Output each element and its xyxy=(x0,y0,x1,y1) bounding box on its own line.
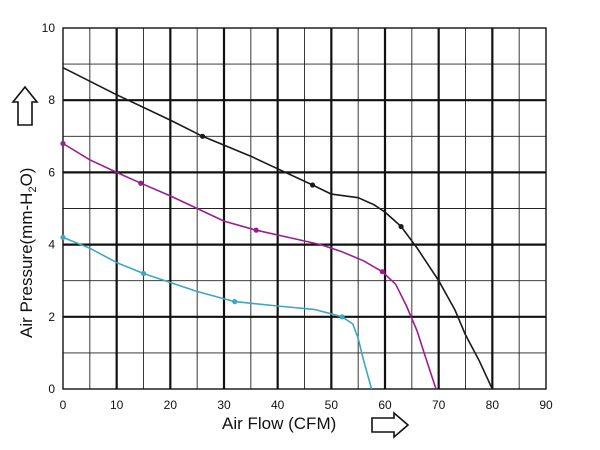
y-axis-title-suffix: O) xyxy=(17,168,36,187)
up-arrow-icon xyxy=(11,85,39,126)
minor-grid xyxy=(63,28,546,389)
series-layer xyxy=(60,66,494,390)
x-tick-label: 30 xyxy=(217,398,231,412)
y-axis-title-subscript: 2 xyxy=(27,186,39,192)
x-axis-title: Air Flow (CFM) xyxy=(222,414,336,433)
x-tick-label: 10 xyxy=(110,398,124,412)
x-tick-label: 60 xyxy=(378,398,392,412)
x-tick-label: 80 xyxy=(486,398,500,412)
y-tick-label: 6 xyxy=(48,165,55,179)
right-arrow-icon xyxy=(371,411,410,439)
series-marker-1 xyxy=(398,223,404,230)
series-marker-3 xyxy=(339,314,345,320)
major-grid xyxy=(63,28,546,389)
y-axis-title: Air Pressure(mm-H2O) xyxy=(17,168,39,338)
plot-frame xyxy=(62,27,547,390)
series-line-3 xyxy=(62,236,373,390)
series-marker-3 xyxy=(232,299,238,305)
series-marker-2 xyxy=(138,180,144,186)
series-marker-2 xyxy=(60,140,66,147)
y-axis-title-prefix: Air Pressure(mm-H xyxy=(17,193,36,338)
y-tick-label: 0 xyxy=(48,382,55,396)
series-marker-1 xyxy=(199,133,206,139)
x-tick-label: 40 xyxy=(271,398,285,412)
series-marker-3 xyxy=(60,234,66,240)
series-marker-3 xyxy=(140,270,147,277)
y-tick-label: 8 xyxy=(48,93,55,107)
x-tick-label: 0 xyxy=(60,398,67,412)
y-tick-labels: 0 2 4 6 8 10 xyxy=(42,21,56,396)
x-tick-label: 70 xyxy=(432,398,446,412)
y-tick-label: 2 xyxy=(48,310,55,324)
series-marker-2 xyxy=(379,269,385,275)
x-tick-label: 50 xyxy=(325,398,339,412)
x-tick-labels: 0 10 20 30 40 50 60 70 80 90 xyxy=(60,398,553,412)
series-line-2 xyxy=(62,142,437,390)
x-tick-label: 90 xyxy=(539,398,553,412)
series-line-1 xyxy=(62,66,494,390)
x-tick-label: 20 xyxy=(164,398,178,412)
y-tick-label: 10 xyxy=(42,21,56,35)
series-marker-1 xyxy=(309,182,316,188)
y-tick-label: 4 xyxy=(48,238,55,252)
series-marker-2 xyxy=(253,227,259,233)
